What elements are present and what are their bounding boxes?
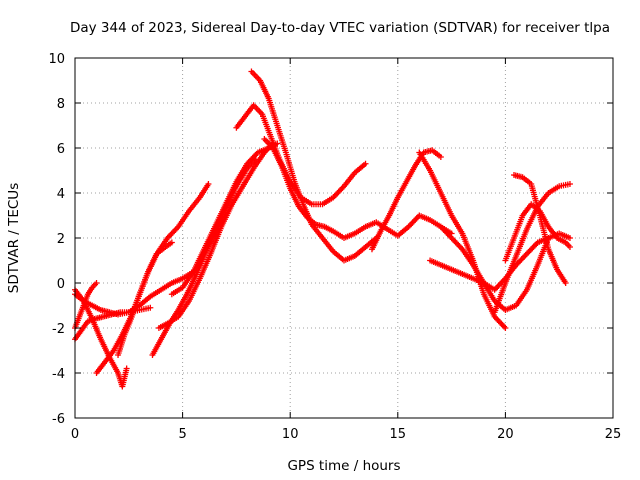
y-tick-label: 4: [57, 187, 65, 202]
y-tick-label: 10: [48, 52, 65, 67]
plot-area: [72, 68, 573, 390]
series-arc-13: [368, 147, 444, 253]
data-point: [205, 181, 212, 187]
series-arc-6: [115, 181, 212, 358]
y-axis: -6 -4 -2 0 2 4 6 8 10: [48, 52, 613, 427]
data-point: [93, 280, 100, 286]
data-point: [437, 154, 444, 160]
data-point: [147, 304, 154, 311]
series-arc-18: [511, 172, 569, 286]
y-tick-label: 2: [57, 232, 65, 247]
series-arc-19: [502, 201, 573, 264]
data-point: [168, 239, 175, 246]
x-tick-label: 20: [497, 427, 514, 442]
y-tick-label: -6: [52, 412, 65, 427]
y-tick-label: 6: [57, 142, 65, 157]
data-point: [502, 325, 509, 331]
series-arc-15: [427, 235, 552, 293]
series-arc-16: [437, 223, 573, 313]
data-point: [362, 160, 369, 167]
x-tick-label: 15: [390, 427, 407, 442]
data-point: [566, 244, 573, 250]
x-axis-label: GPS time / hours: [287, 458, 400, 474]
data-point: [566, 181, 573, 187]
data-point: [562, 280, 569, 286]
y-tick-label: 8: [57, 97, 65, 112]
x-tick-label: 5: [178, 427, 186, 442]
x-tick-label: 0: [71, 427, 79, 442]
x-tick-label: 25: [605, 427, 622, 442]
data-point: [566, 235, 573, 241]
y-tick-label: -4: [52, 367, 65, 382]
y-tick-label: -2: [52, 322, 65, 337]
chart-title: Day 344 of 2023, Sidereal Day-to-day VTE…: [70, 20, 610, 36]
y-axis-label: SDTVAR / TECUs: [6, 183, 22, 293]
series-arc-9: [168, 140, 281, 298]
x-tick-label: 10: [282, 427, 299, 442]
y-tick-label: 0: [57, 277, 65, 292]
x-axis: 0 5 10 15 20 25: [71, 58, 621, 442]
series-arc-8: [155, 140, 276, 331]
series-arc-10: [233, 102, 369, 208]
data-point: [123, 365, 130, 372]
